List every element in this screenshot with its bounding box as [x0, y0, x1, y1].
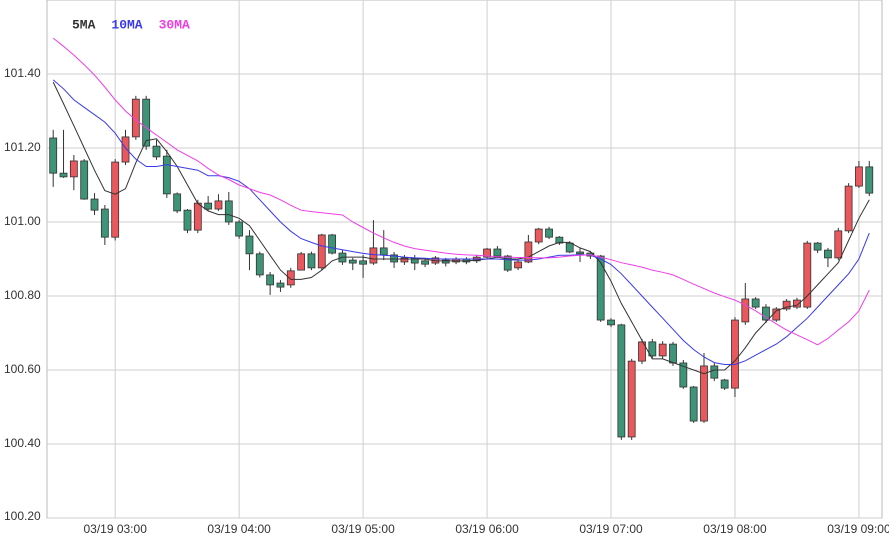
candle-body — [441, 259, 450, 264]
candle-body — [245, 235, 254, 255]
candle-body — [142, 98, 151, 147]
candle-body — [255, 253, 264, 276]
candle-body — [865, 166, 874, 194]
candle-body — [421, 260, 429, 265]
candle-body — [162, 155, 171, 195]
candle-body — [803, 242, 812, 308]
candle-body — [514, 261, 522, 269]
candle-body — [834, 230, 843, 259]
candle-body — [762, 306, 770, 321]
candle-body — [131, 98, 140, 138]
x-tick-label: 03/19 07:00 — [579, 522, 643, 536]
candle-body — [782, 300, 791, 310]
candle-body — [152, 145, 161, 158]
candle-body — [90, 198, 99, 211]
candle-body — [183, 209, 192, 231]
candle-body — [844, 185, 853, 232]
candle-body — [286, 270, 295, 286]
y-tick-label: 101.20 — [4, 140, 41, 154]
candle-body — [545, 228, 553, 238]
x-tick-label: 03/19 03:00 — [83, 522, 147, 536]
legend-entry: 30MA — [159, 17, 190, 32]
candle-body — [173, 193, 182, 212]
candle-body — [59, 172, 68, 178]
candle-body — [266, 274, 275, 286]
candle-body — [359, 260, 367, 265]
candle-body — [297, 253, 306, 271]
candle-body — [348, 259, 357, 264]
candle-body — [111, 161, 120, 238]
y-tick-label: 101.00 — [4, 214, 41, 228]
candle-body — [720, 379, 729, 389]
candle-body — [751, 298, 760, 308]
candle-body — [204, 202, 213, 210]
candle-body — [741, 298, 750, 323]
candle-body — [328, 234, 337, 254]
candle-body — [503, 255, 512, 271]
legend-entry: 5MA — [72, 17, 96, 32]
candle-body — [524, 241, 533, 263]
candle-body — [658, 343, 667, 357]
candle-body — [317, 234, 326, 269]
candle-body — [576, 251, 584, 255]
candle-body — [235, 221, 244, 237]
candle-body — [493, 248, 502, 257]
candle-body — [679, 362, 688, 388]
candle-body — [80, 160, 89, 200]
x-tick-label: 03/19 05:00 — [331, 522, 395, 536]
candle-body — [700, 365, 708, 422]
candle-body — [214, 200, 223, 210]
x-tick-label: 03/19 09:00 — [827, 522, 889, 536]
y-tick-label: 101.40 — [4, 66, 41, 80]
x-tick-label: 03/19 08:00 — [703, 522, 767, 536]
candle-body — [121, 136, 130, 163]
candle-body — [596, 255, 605, 321]
candle-body — [793, 299, 801, 308]
candle-body — [648, 341, 657, 357]
x-tick-label: 03/19 04:00 — [207, 522, 271, 536]
candle-body — [483, 248, 491, 258]
candle-body — [276, 282, 285, 288]
candle-body — [390, 254, 398, 263]
y-tick-label: 100.40 — [4, 436, 41, 450]
candle-body — [100, 208, 109, 238]
candle-body — [224, 200, 233, 223]
candle-body — [689, 386, 698, 422]
candle-body — [824, 249, 832, 259]
candle-body — [193, 202, 202, 231]
candle-body — [565, 242, 574, 253]
candle-body — [534, 228, 543, 243]
candle-body — [49, 137, 58, 174]
candle-body — [69, 160, 78, 178]
candle-body — [669, 343, 677, 364]
candle-body — [710, 365, 719, 379]
candle-body — [379, 247, 388, 256]
y-tick-label: 100.80 — [4, 288, 41, 302]
candle-body — [731, 319, 739, 389]
ma-line — [52, 81, 870, 375]
candle-body — [369, 247, 378, 264]
candle-body — [638, 341, 646, 362]
legend-entry: 10MA — [111, 17, 142, 32]
candle-body — [617, 324, 626, 438]
candle-body — [307, 253, 316, 269]
y-tick-label: 100.60 — [4, 362, 41, 376]
y-tick-label: 100.20 — [4, 509, 41, 523]
candle-body — [555, 236, 564, 244]
x-tick-label: 03/19 06:00 — [455, 522, 519, 536]
ma-line — [52, 37, 870, 346]
candle-body — [813, 242, 822, 251]
candle-body — [400, 257, 409, 263]
ma-line — [52, 79, 870, 365]
candle-body — [607, 319, 615, 326]
candle-body — [627, 360, 636, 438]
candle-body — [855, 166, 863, 187]
